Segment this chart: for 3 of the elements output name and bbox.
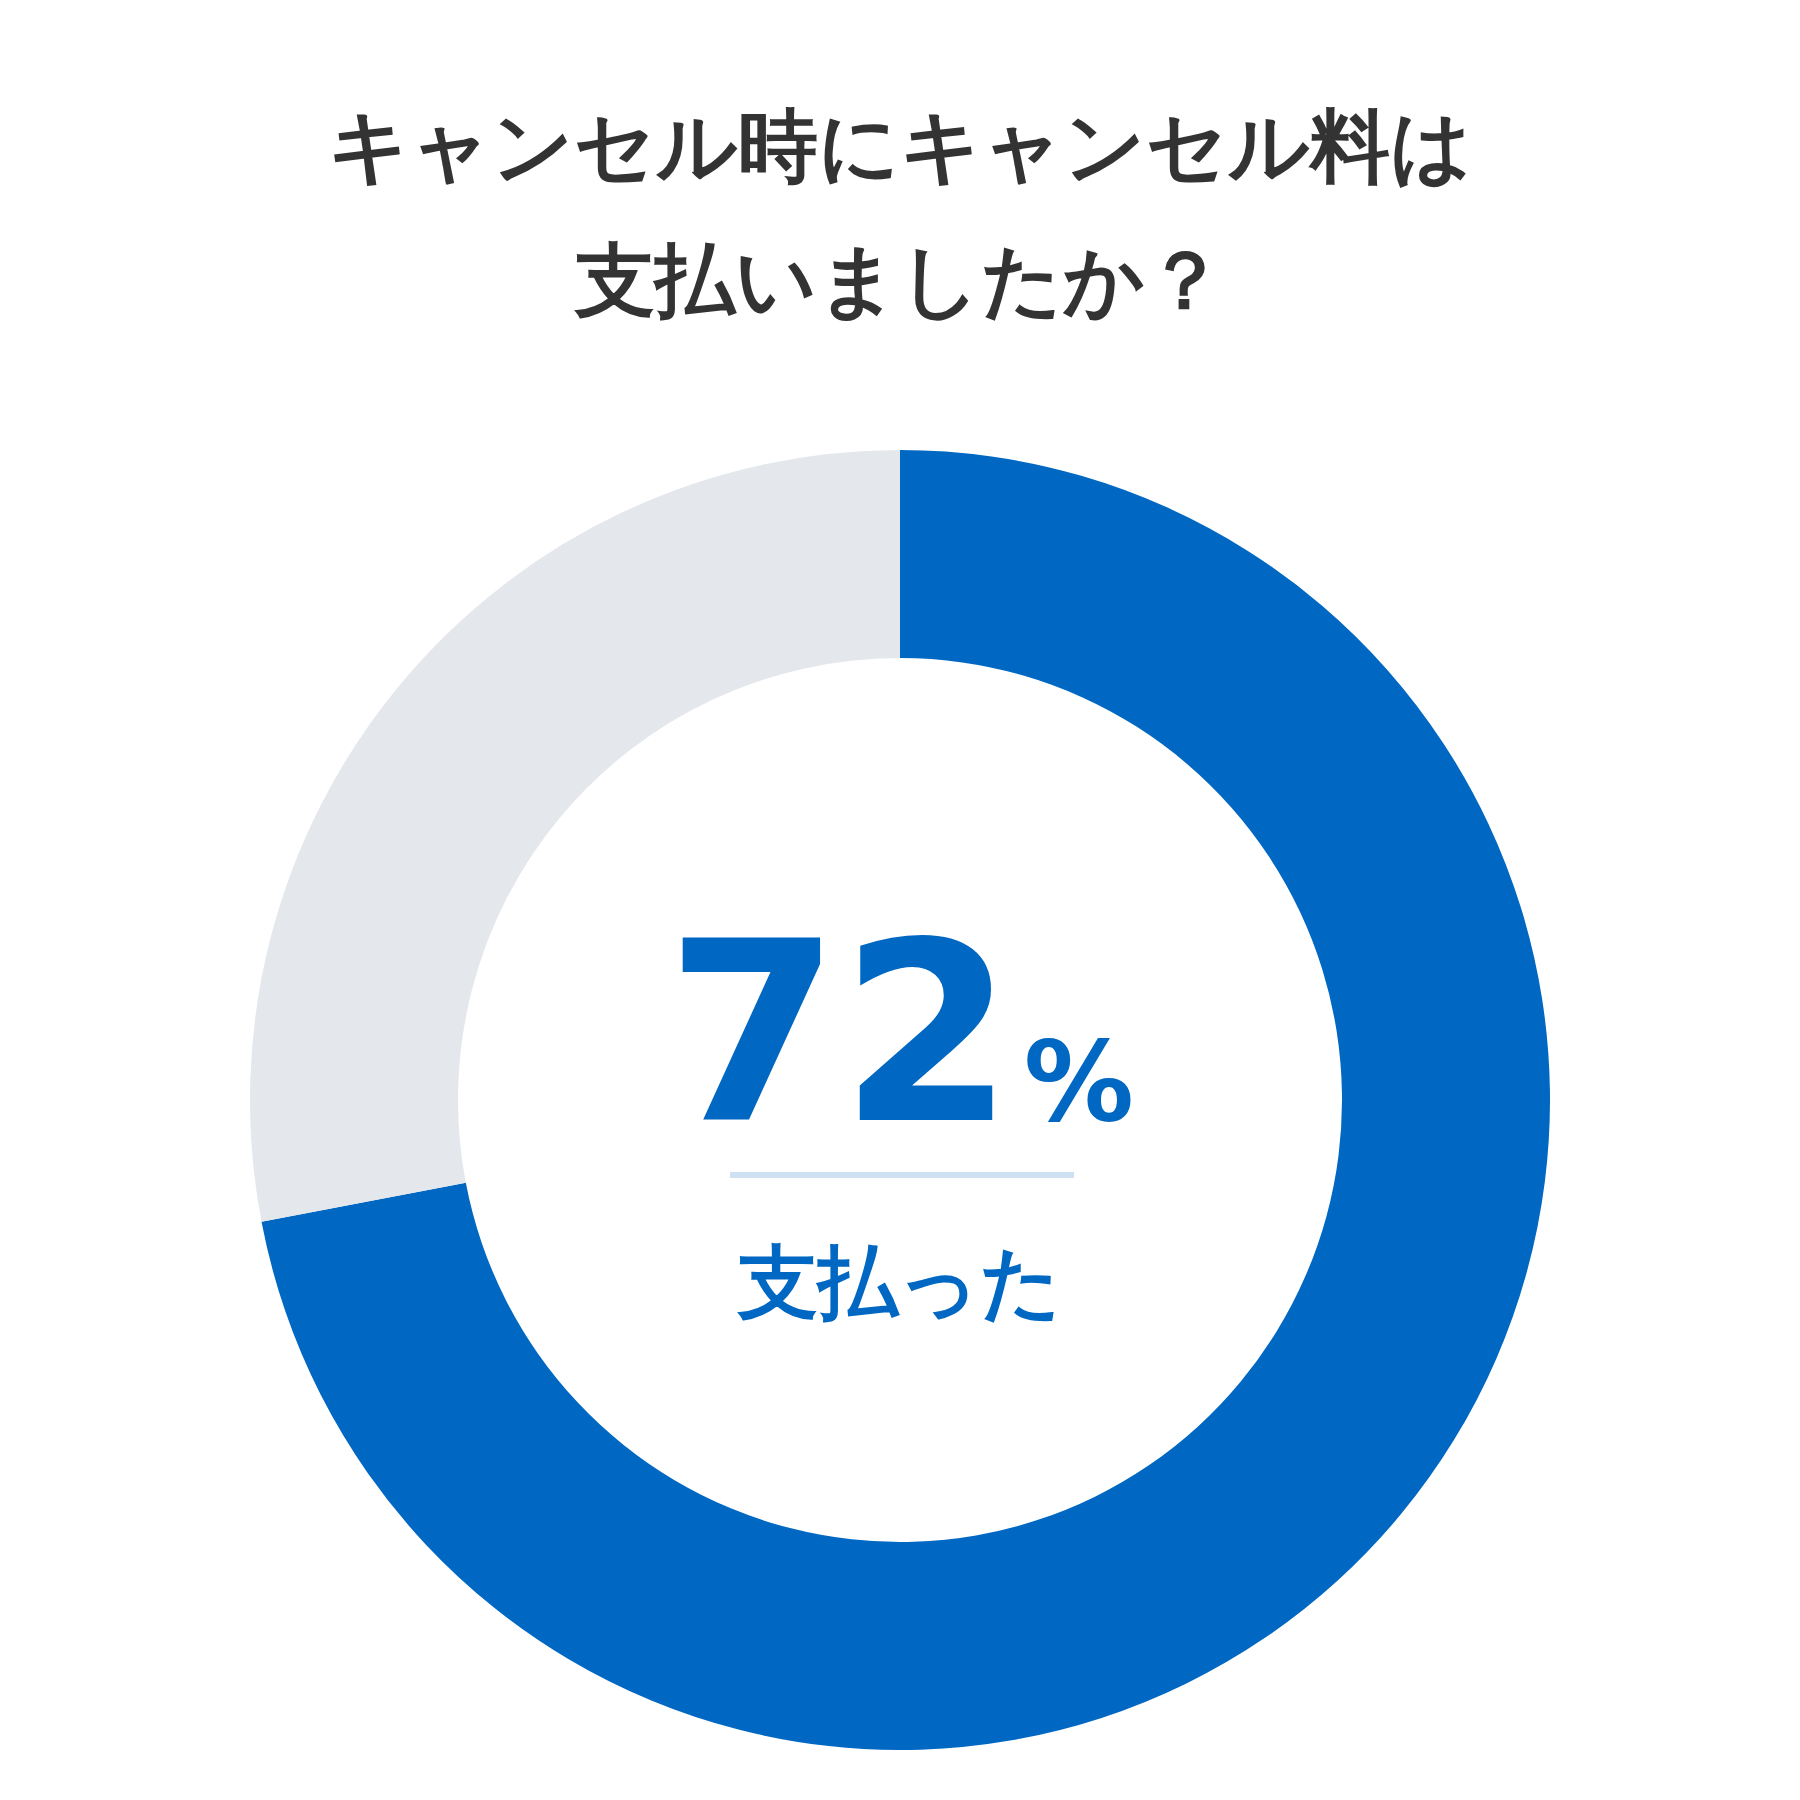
data-label: 72%: [665, 888, 1135, 1179]
slice-label: 支払った: [737, 1236, 1062, 1329]
chart-title: キャンセル時にキャンセル料は支払いましたか？: [327, 99, 1473, 329]
